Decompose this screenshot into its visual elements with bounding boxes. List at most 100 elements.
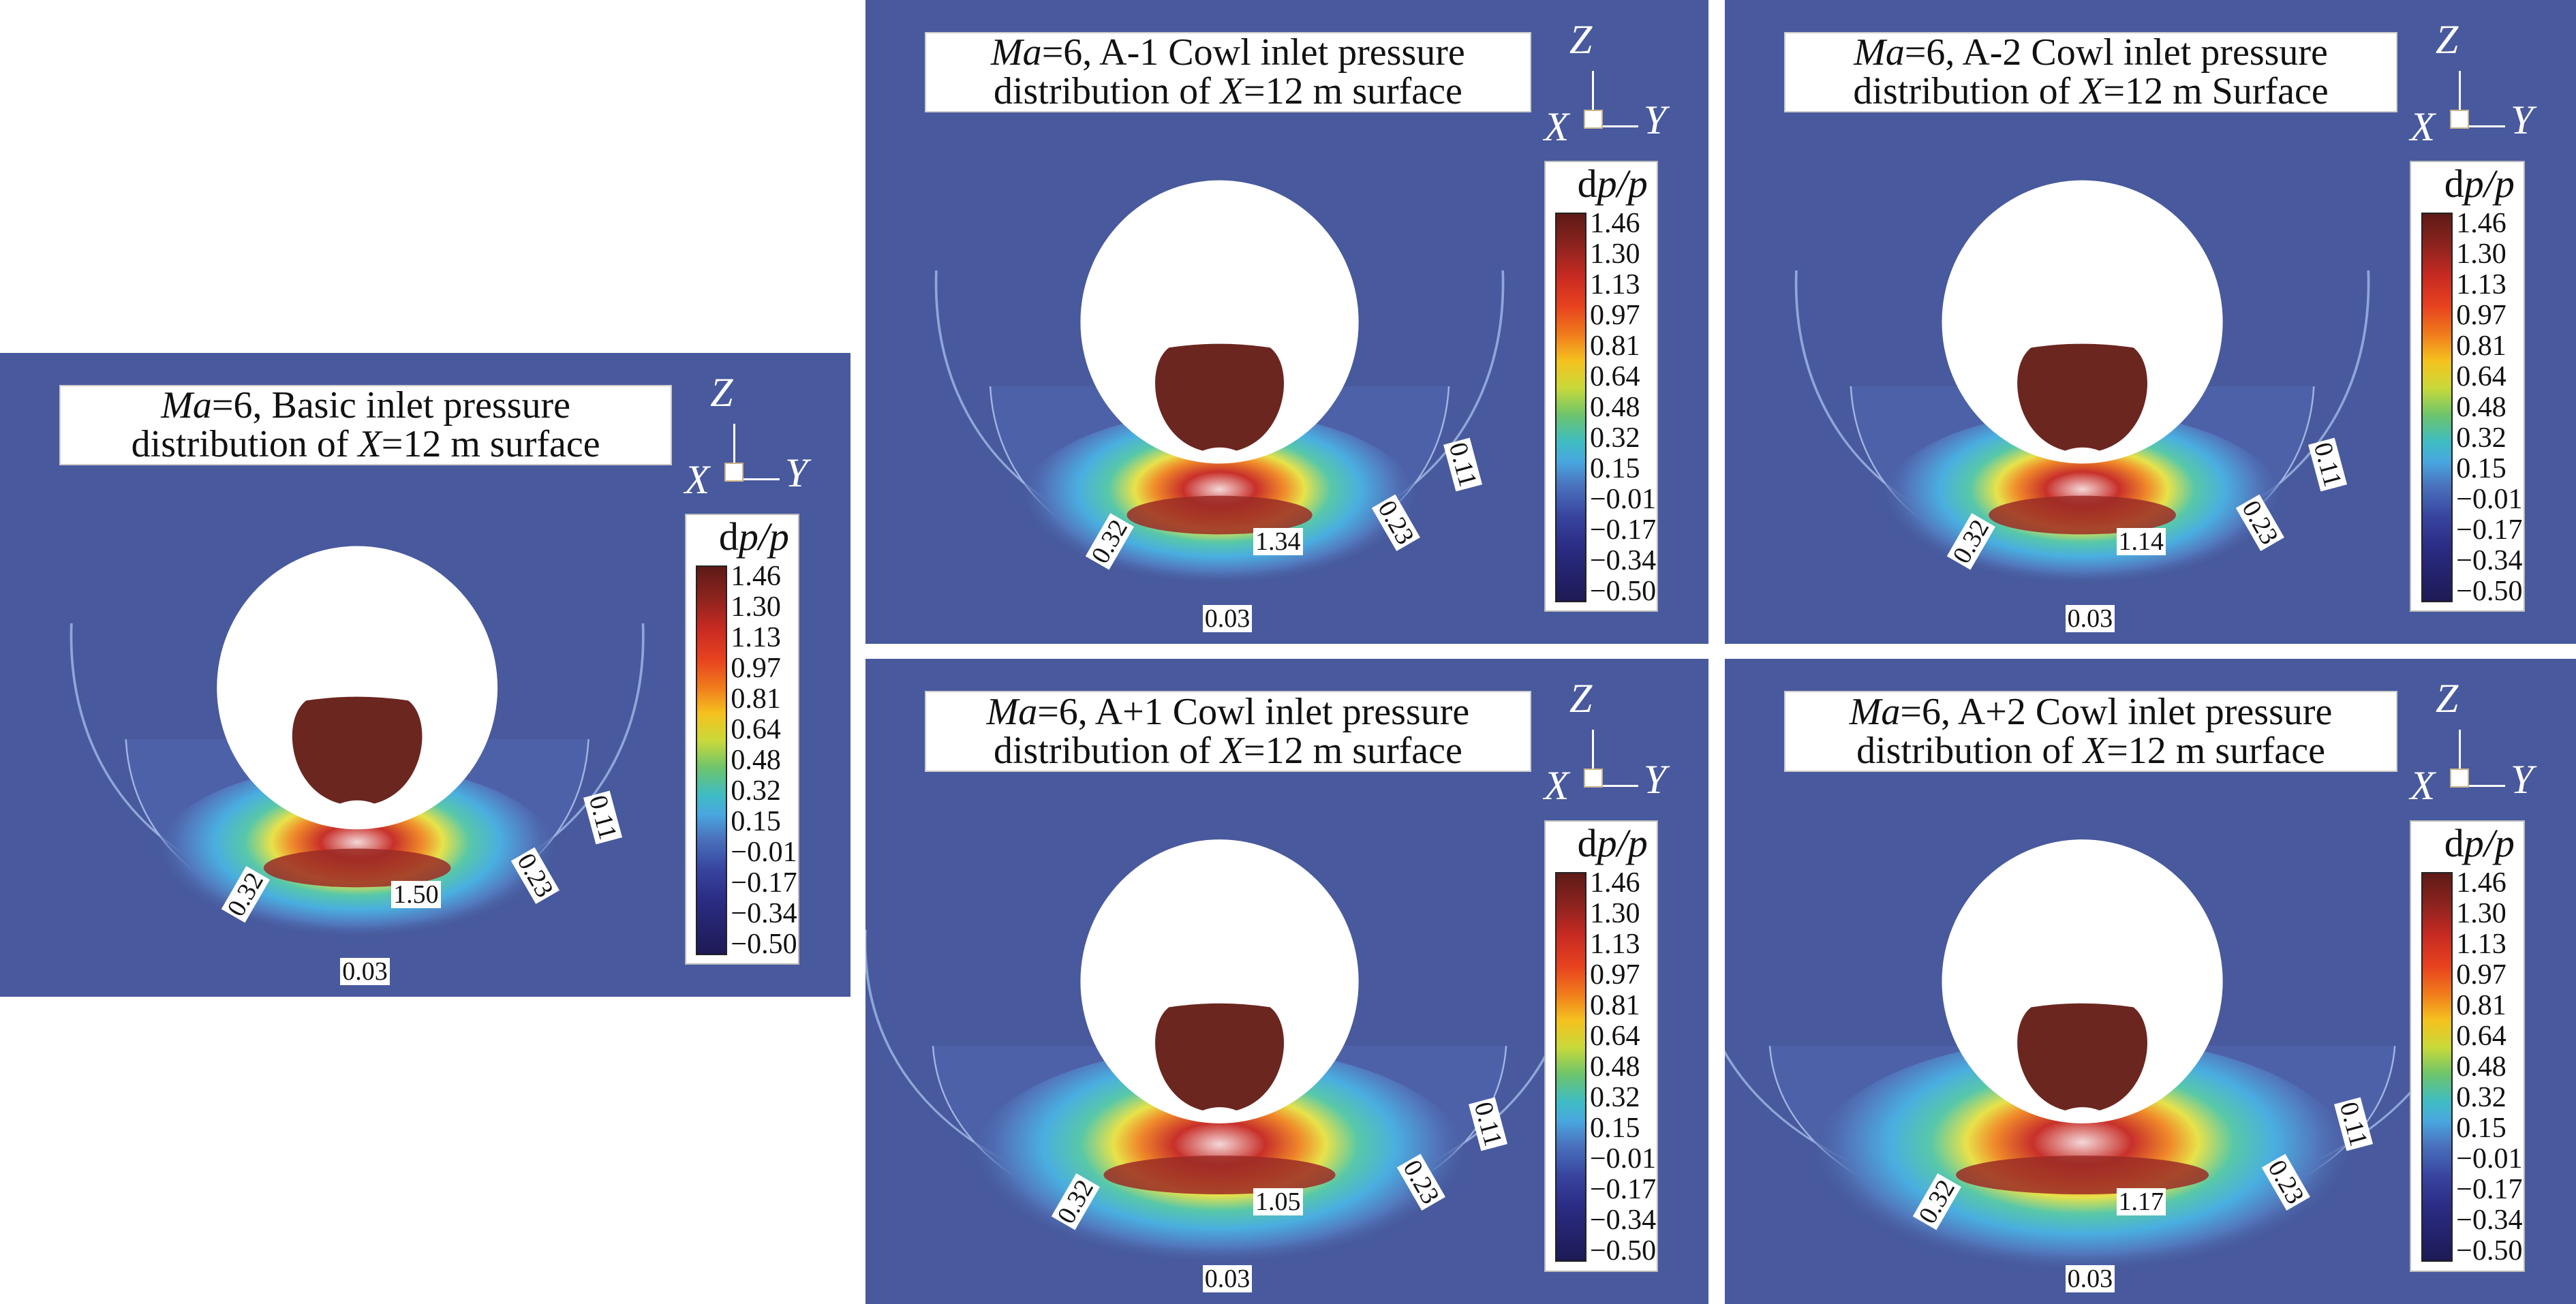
colorbar-tick-label: 1.46 (1589, 867, 1640, 899)
title-segment: =6, A+1 Cowl inlet pressure (1037, 690, 1470, 733)
title-segment: =6, Basic inlet pressure (211, 384, 571, 427)
colorbar-tick-label: 0.15 (2456, 453, 2506, 485)
contour-label: 0.03 (1202, 605, 1253, 633)
axis-y-line (2458, 784, 2506, 787)
axis-x-marker (2450, 768, 2470, 788)
colorbar-tick-label: 0.97 (2456, 300, 2506, 332)
title-segment: =12 m surface (2106, 729, 2325, 772)
colorbar-tick-label: 0.81 (1589, 989, 1640, 1021)
colorbar-tick-label: 0.81 (1589, 330, 1640, 362)
colorbar-title-var: p/p (738, 514, 789, 559)
high-pressure-core (1956, 1155, 2209, 1195)
axis-x-label: X (684, 456, 710, 502)
colorbar-tick-label: −0.50 (1589, 1235, 1657, 1267)
colorbar-tick-label: −0.34 (731, 898, 797, 930)
colorbar-tick-label: 0.32 (2456, 422, 2506, 454)
colorbar-tick-labels: 1.46 1.30 1.13 0.97 0.81 0.64 0.48 0.32 0.15 −0.0… (2456, 867, 2523, 1270)
title-segment: X (2080, 70, 2104, 113)
colorbar-tick-label: 0.97 (1589, 959, 1640, 991)
plot-title: Ma=6, A+2 Cowl inlet pressure distributio… (1784, 690, 2397, 772)
colorbar-tick-label: 0.64 (2456, 1020, 2506, 1052)
colorbar-tick-label: 1.30 (731, 591, 781, 623)
axis-y-label: Y (784, 450, 808, 496)
vehicle-body (1080, 180, 1359, 464)
vehicle-body (1942, 839, 2223, 1123)
colorbar-title: dp/p (719, 515, 789, 559)
axis-z-label: Z (710, 370, 733, 416)
colorbar-tick-label: 0.32 (731, 775, 781, 807)
high-pressure-core (263, 848, 451, 888)
colorbar-tick-label: 0.48 (1589, 392, 1640, 424)
colorbar-tick-labels: 1.46 1.30 1.13 0.97 0.81 0.64 0.48 0.32 0.15 −0.0… (1589, 208, 1656, 610)
title-segment: =6, A+2 Cowl inlet pressure (1900, 690, 2333, 733)
inlet-duct (292, 696, 423, 804)
colorbar-legend: dp/p 1.46 1.30 1.13 0.97 0.81 0.64 0.48 0.32 0.15… (1544, 820, 1658, 1272)
axis-x-marker (2450, 109, 2470, 129)
axis-z-line (2458, 730, 2461, 781)
axis-z-label: Z (1569, 676, 1593, 721)
colorbar-gradient (1555, 871, 1587, 1262)
title-segment: Ma (161, 384, 212, 427)
colorbar-tick-label: 0.64 (1589, 1020, 1640, 1052)
title-segment: =6, A-1 Cowl inlet pressure (1041, 31, 1465, 74)
plot-title-line: Ma=6, A+2 Cowl inlet pressure (1850, 690, 2333, 733)
colorbar-tick-label: 1.30 (2456, 238, 2506, 270)
plot-title-line: distribution of X=12 m surface (994, 731, 1462, 771)
colorbar-tick-label: 1.13 (731, 622, 781, 654)
colorbar-tick-label: 0.81 (731, 683, 781, 715)
vehicle-body (1080, 839, 1359, 1123)
colorbar-title-var: p/p (2464, 161, 2515, 206)
colorbar-title-var: p/p (1597, 820, 1648, 865)
colorbar-tick-labels: 1.46 1.30 1.13 0.97 0.81 0.64 0.48 0.32 0.15 −0.0… (2456, 208, 2523, 610)
colorbar-legend: dp/p 1.46 1.30 1.13 0.97 0.81 0.64 0.48 0.32 0.15… (1544, 161, 1658, 612)
colorbar-tick-label: 1.30 (1589, 238, 1640, 270)
plot-title: Ma=6, A-1 Cowl inlet pressure distributio… (924, 31, 1532, 113)
high-pressure-core (1126, 495, 1313, 535)
axis-y-label: Y (2510, 97, 2534, 143)
colorbar-tick-label: 0.97 (1589, 300, 1640, 332)
contour-label: 1.14 (2116, 527, 2166, 555)
high-pressure-core (1989, 495, 2176, 535)
colorbar-title-prefix: d (2444, 161, 2464, 206)
colorbar-tick-label: −0.34 (1589, 1204, 1657, 1236)
contour-label: 0.03 (2065, 1265, 2115, 1293)
colorbar-tick-label: 0.97 (731, 653, 781, 685)
inlet-duct (1155, 343, 1285, 451)
axis-z-label: Z (2435, 676, 2459, 721)
colorbar-tick-label: −0.01 (2456, 484, 2523, 516)
colorbar-tick-label: 0.15 (731, 806, 781, 838)
title-segment: X (358, 423, 382, 466)
axis-y-line (733, 478, 780, 481)
contour-label: 1.34 (1253, 527, 1303, 555)
colorbar-title: dp/p (1578, 162, 1648, 206)
colorbar-tick-label: −0.34 (2456, 1204, 2523, 1236)
colorbar-tick-labels: 1.46 1.30 1.13 0.97 0.81 0.64 0.48 0.32 0.15 −0.0… (731, 561, 797, 963)
axis-z-line (1592, 730, 1595, 781)
contour-label: 1.05 (1253, 1187, 1303, 1215)
colorbar-tick-label: 0.32 (1589, 422, 1640, 454)
colorbar-gradient (2421, 213, 2453, 603)
colorbar-tick-label: 1.13 (2456, 269, 2506, 301)
high-pressure-core (1103, 1155, 1336, 1195)
colorbar-tick-label: 1.13 (2456, 928, 2506, 960)
colorbar-tick-label: −0.01 (731, 837, 797, 869)
title-segment: Ma (1854, 31, 1905, 74)
plot-title: Ma=6, Basic inlet pressure distribution o… (59, 384, 672, 466)
axis-x-marker (1583, 109, 1603, 129)
contour-label: 1.50 (391, 880, 441, 908)
colorbar-tick-label: 0.32 (1589, 1081, 1640, 1113)
title-segment: =12 m surface (381, 423, 600, 466)
colorbar-tick-label: 0.15 (1589, 453, 1640, 485)
colorbar-tick-label: −0.17 (2456, 514, 2523, 546)
panel-basic-inlet: Ma=6, Basic inlet pressure distribution o… (0, 353, 850, 997)
plot-title-line: distribution of X=12 m surface (994, 72, 1462, 111)
vehicle-body (1942, 180, 2223, 464)
colorbar-tick-label: 0.48 (2456, 392, 2506, 424)
colorbar-tick-label: 0.15 (2456, 1112, 2506, 1144)
axis-y-label: Y (1643, 756, 1667, 802)
colorbar-gradient (2421, 871, 2453, 1262)
title-segment: X (1220, 70, 1244, 113)
colorbar-tick-label: 1.46 (2456, 208, 2506, 240)
title-segment: Ma (986, 690, 1038, 733)
colorbar-title-prefix: d (1577, 161, 1597, 206)
